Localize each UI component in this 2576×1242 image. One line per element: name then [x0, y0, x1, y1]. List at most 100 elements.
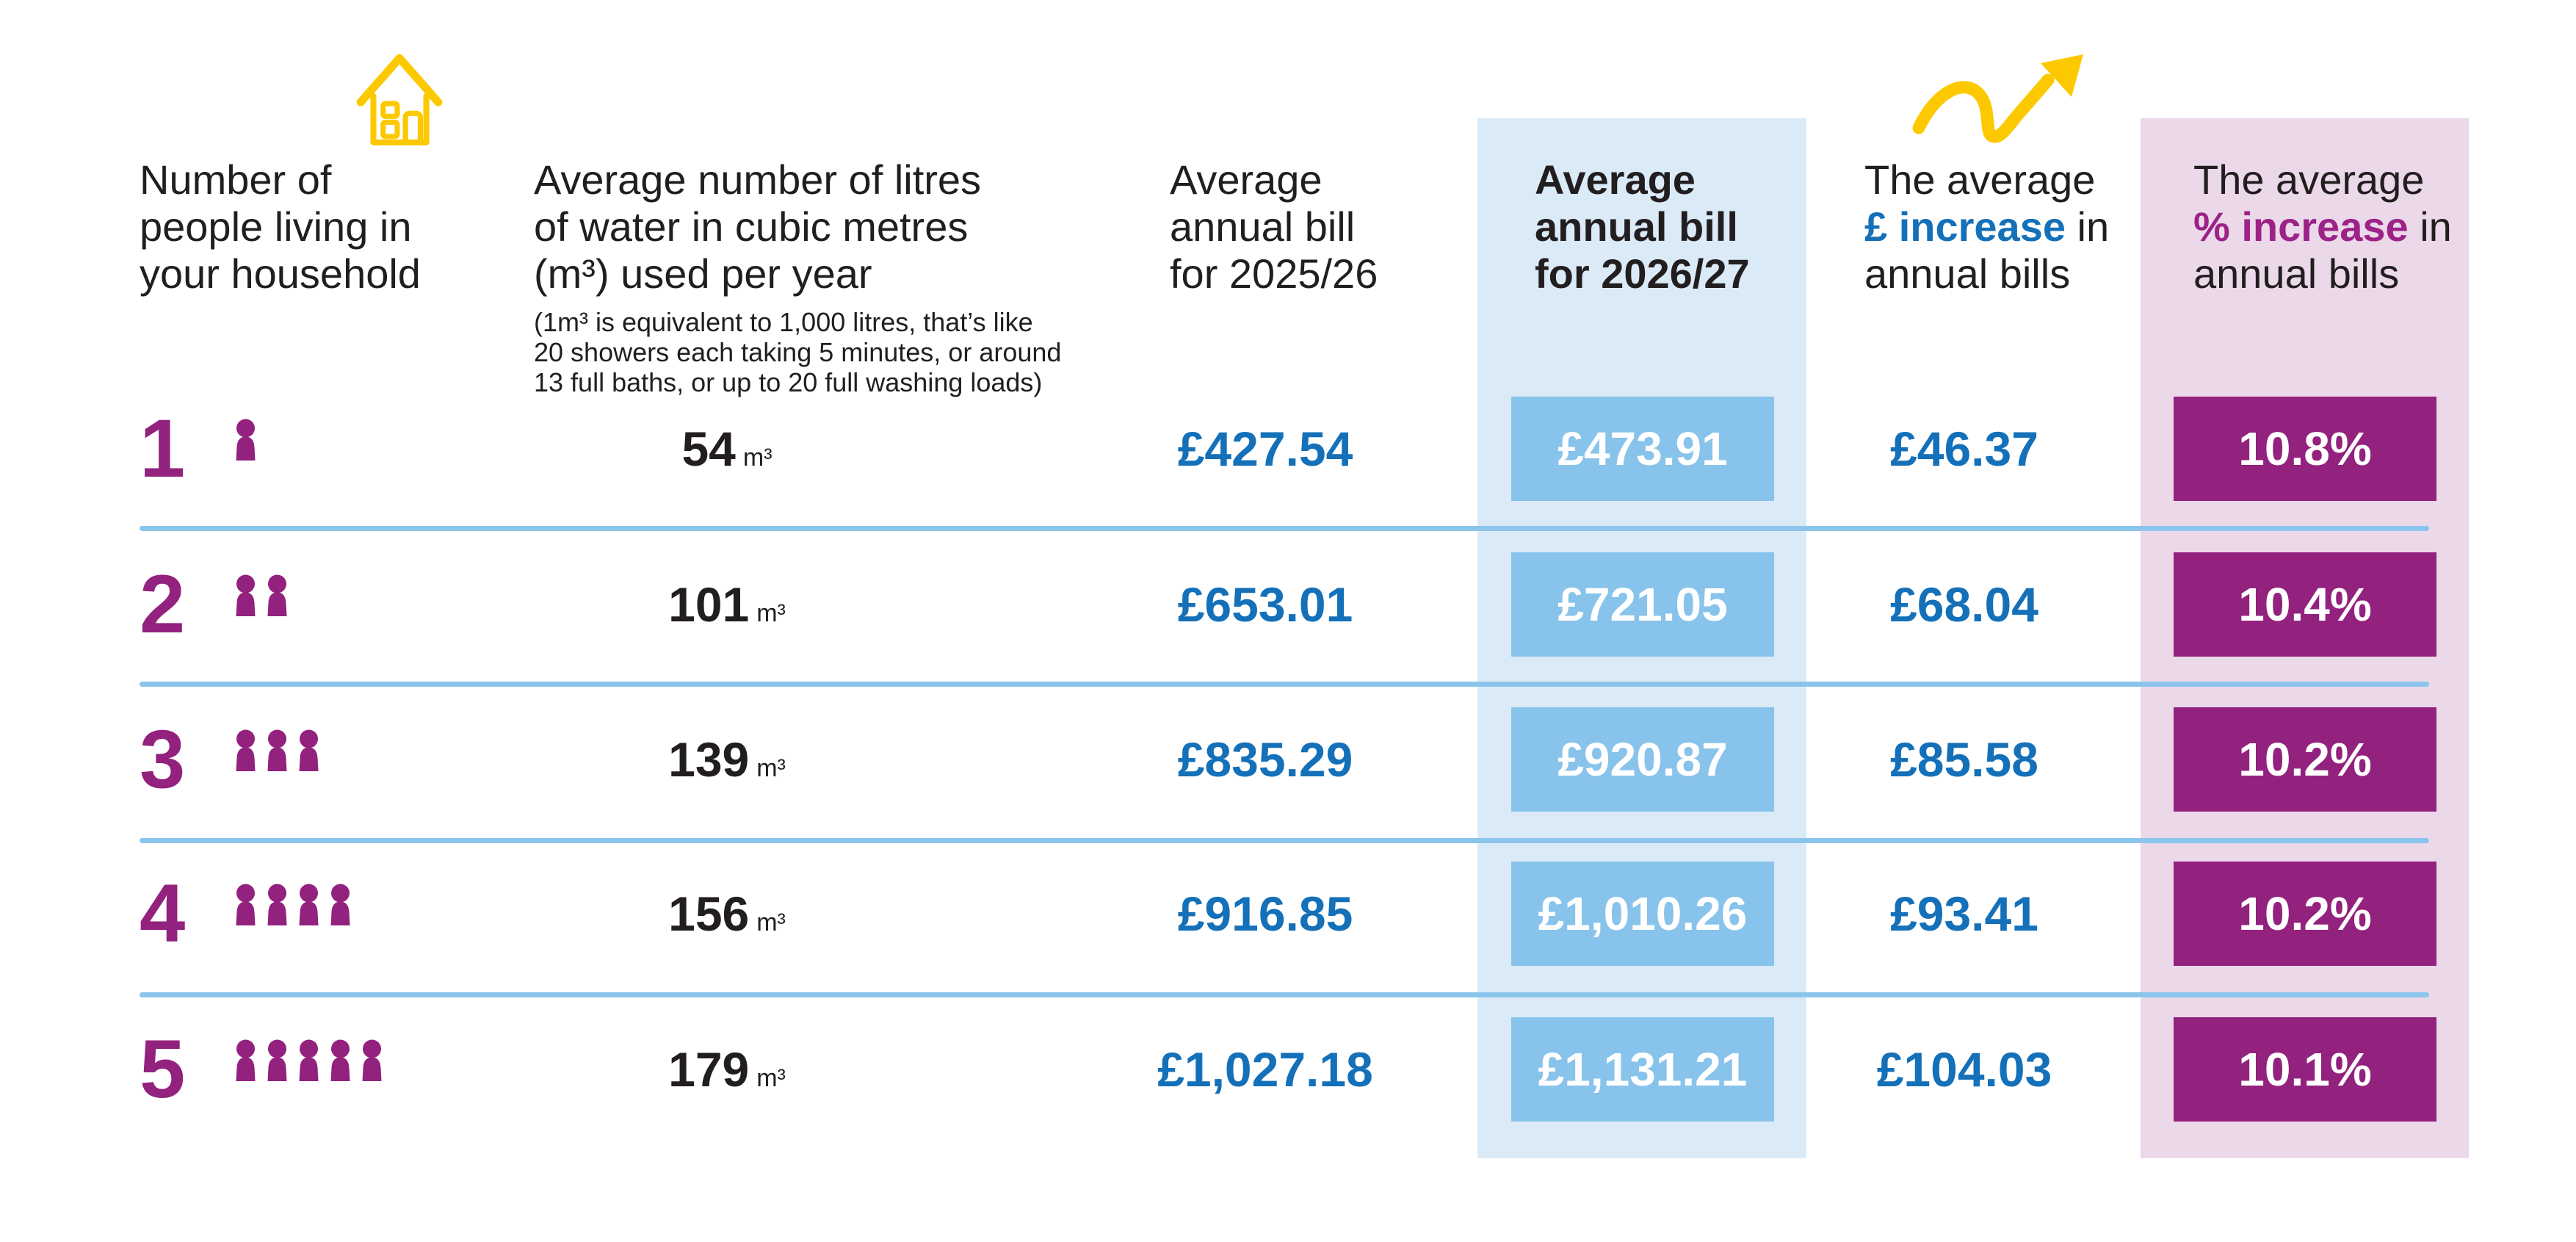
header-line: The average	[1864, 156, 2096, 203]
header-line: The average	[2193, 156, 2425, 203]
col-header-bill-2025-26: Average annual bill for 2025/26	[1170, 156, 1378, 297]
pound-increase-accent: £ increase	[1864, 203, 2066, 250]
row-divider	[140, 682, 2429, 687]
header-line: Average	[1170, 156, 1323, 203]
percent-increase-box: 10.8%	[2174, 397, 2436, 501]
usage-number: 156	[668, 887, 750, 941]
usage-number: 54	[681, 422, 736, 476]
footnote-line: (1m³ is equivalent to 1,000 litres, that…	[534, 307, 1033, 337]
person-icons	[234, 419, 258, 461]
person-icon	[267, 1039, 287, 1081]
bill-2026-27-box: £1,010.26	[1511, 862, 1774, 966]
bill-2026-27-box: £473.91	[1511, 397, 1774, 501]
header-line-rest: in	[2420, 203, 2452, 250]
header-line: annual bills	[2193, 250, 2400, 297]
percent-increase-box: 10.1%	[2174, 1017, 2436, 1122]
header-line: Number of	[140, 156, 332, 203]
person-icon	[267, 729, 287, 771]
col-header-bill-2026-27: Average annual bill for 2026/27	[1535, 156, 1750, 297]
household-size-number: 4	[140, 867, 186, 959]
percent-increase-accent: % increase	[2193, 203, 2409, 250]
header-line-rest: in	[2077, 203, 2110, 250]
bill-2026-27-box: £721.05	[1511, 552, 1774, 657]
person-icons	[234, 729, 321, 771]
person-icons	[234, 1039, 384, 1081]
row-divider	[140, 838, 2429, 843]
table-row: 1 54 m³ £427.54 £473.91 £46.37 10.8%	[0, 397, 2576, 501]
household-size-number: 1	[140, 402, 186, 494]
row-divider	[140, 992, 2429, 997]
person-icons	[234, 884, 352, 925]
header-line: % increase in	[2193, 203, 2452, 250]
pound-increase-value: £46.37	[1890, 422, 2038, 476]
percent-increase-box: 10.2%	[2174, 862, 2436, 966]
bill-2025-26-value: £653.01	[1177, 577, 1353, 632]
bill-2025-26-value: £427.54	[1177, 422, 1353, 476]
usage-value: 54 m³	[543, 397, 911, 501]
header-line: (m³) used per year	[534, 250, 872, 297]
usage-unit: m³	[756, 1064, 786, 1092]
usage-value: 179 m³	[543, 1017, 911, 1122]
person-icon	[299, 1039, 319, 1081]
bill-2025-26-value: £835.29	[1177, 732, 1353, 787]
person-icon	[299, 729, 319, 771]
header-line: annual bill	[1170, 203, 1356, 250]
pound-increase-value: £104.03	[1876, 1042, 2052, 1097]
person-icon	[362, 1039, 382, 1081]
header-line: for 2025/26	[1170, 250, 1378, 297]
household-size-number: 2	[140, 558, 186, 650]
usage-unit: m³	[756, 909, 786, 936]
person-icon	[236, 574, 256, 616]
usage-number: 101	[668, 577, 750, 632]
table-row: 4 156 m³ £916.85 £1,010.26 £93.41 10.2%	[0, 862, 2576, 966]
percent-increase-box: 10.2%	[2174, 707, 2436, 812]
header-line: Average number of litres	[534, 156, 982, 203]
usage-value: 101 m³	[543, 552, 911, 657]
household-size-number: 5	[140, 1023, 186, 1115]
table-row: 3 139 m³ £835.29 £920.87 £85.58 10.2%	[0, 707, 2576, 812]
header-line: people living in	[140, 203, 412, 250]
person-icon	[236, 884, 256, 925]
bill-2026-27-box: £1,131.21	[1511, 1017, 1774, 1122]
usage-unit: m³	[742, 444, 773, 472]
household-size-number: 3	[140, 713, 186, 805]
usage-footnote: (1m³ is equivalent to 1,000 litres, that…	[534, 307, 1061, 397]
col-header-household-size: Number of people living in your househol…	[140, 156, 421, 297]
person-icon	[236, 729, 256, 771]
header-line: annual bills	[1864, 250, 2071, 297]
footnote-line: 13 full baths, or up to 20 full washing …	[534, 367, 1043, 397]
table-row: 2 101 m³ £653.01 £721.05 £68.04 10.4%	[0, 552, 2576, 657]
house-icon	[356, 54, 443, 145]
bill-2025-26-value: £916.85	[1177, 887, 1353, 941]
person-icon	[236, 1039, 256, 1081]
pound-increase-value: £93.41	[1890, 887, 2038, 941]
bill-2025-26-value: £1,027.18	[1157, 1042, 1373, 1097]
person-icon	[330, 1039, 350, 1081]
header-line: of water in cubic metres	[534, 203, 969, 250]
col-header-percent-increase: The average % increase in annual bills	[2193, 156, 2452, 297]
trend-up-arrow-icon	[1912, 54, 2083, 143]
pound-increase-value: £68.04	[1890, 577, 2038, 632]
header-line: annual bill	[1535, 203, 1738, 250]
usage-number: 179	[668, 1042, 750, 1097]
percent-increase-box: 10.4%	[2174, 552, 2436, 657]
usage-number: 139	[668, 732, 750, 787]
pound-increase-value: £85.58	[1890, 732, 2038, 787]
usage-unit: m³	[756, 754, 786, 782]
usage-value: 139 m³	[543, 707, 911, 812]
header-line: Average	[1535, 156, 1696, 203]
table-row: 5 179 m³ £1,027.18 £1,131.21 £104.03 10.1…	[0, 1017, 2576, 1122]
person-icon	[267, 574, 287, 616]
person-icons	[234, 574, 289, 616]
row-divider	[140, 526, 2429, 531]
footnote-line: 20 showers each taking 5 minutes, or aro…	[534, 337, 1062, 367]
usage-unit: m³	[756, 599, 786, 627]
usage-value: 156 m³	[543, 862, 911, 966]
header-line: £ increase in	[1864, 203, 2109, 250]
col-header-pound-increase: The average £ increase in annual bills	[1864, 156, 2109, 297]
person-icon	[299, 884, 319, 925]
person-icon	[267, 884, 287, 925]
col-header-usage: Average number of litres of water in cub…	[534, 156, 981, 297]
header-line: for 2026/27	[1535, 250, 1750, 297]
header-line: your household	[140, 250, 421, 297]
